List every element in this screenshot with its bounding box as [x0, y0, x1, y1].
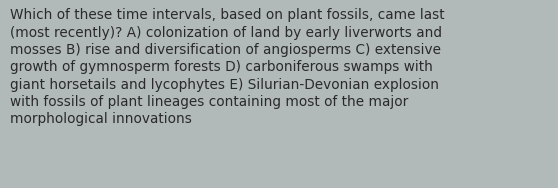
Text: Which of these time intervals, based on plant fossils, came last
(most recently): Which of these time intervals, based on …: [10, 8, 445, 126]
